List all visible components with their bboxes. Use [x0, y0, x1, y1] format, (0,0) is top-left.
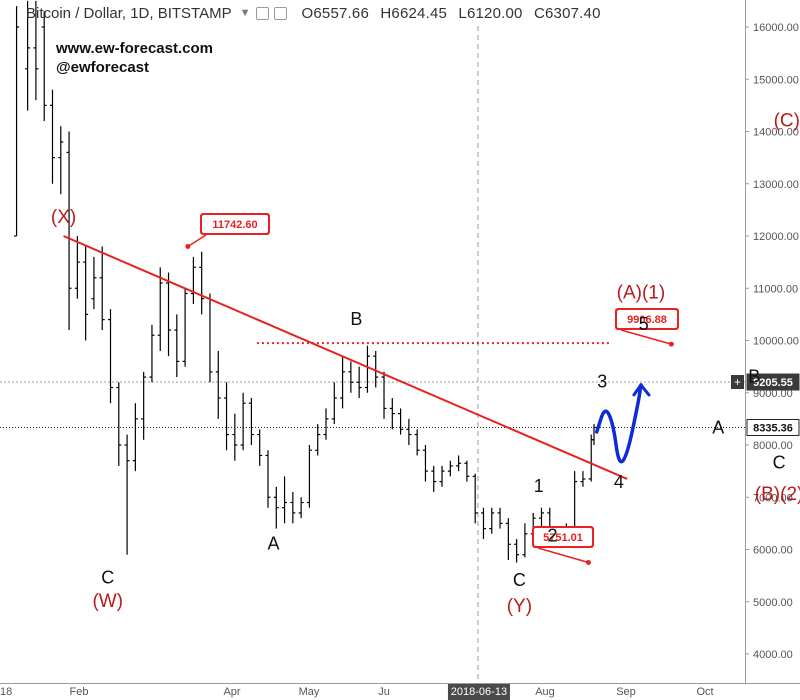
- time-tick-label: Aug: [535, 686, 555, 698]
- wave-label: 3: [597, 372, 607, 392]
- plus-icon-glyph: +: [734, 375, 741, 389]
- wave-label: 4: [614, 472, 624, 492]
- callout-leader: [620, 329, 672, 345]
- callout-badge-inner: [534, 528, 592, 546]
- price-line-label: 9205.55: [753, 377, 793, 389]
- wave-label: (A)(1): [617, 283, 666, 304]
- time-tick-label: Apr: [223, 686, 240, 698]
- chart-header: Bitcoin / Dollar, 1D, BITSTAMP ▼ O6557.6…: [0, 0, 745, 26]
- wave-label: 5: [639, 314, 649, 334]
- crosshair-date-label: 2018-06-13: [451, 686, 507, 698]
- wave-label: A: [712, 418, 724, 438]
- price-line-label: 8335.36: [753, 422, 793, 434]
- settings-icon[interactable]: [273, 6, 287, 20]
- wave-label: (Y): [507, 596, 532, 617]
- price-tick-label: 9000.00: [753, 388, 793, 400]
- price-tick-label: 12000.00: [753, 231, 799, 243]
- time-tick-label: May: [299, 686, 320, 698]
- price-tick-label: 14000.00: [753, 127, 799, 139]
- wave-label: C: [773, 453, 786, 473]
- wave-label: (B)(2): [755, 484, 800, 505]
- callout-badge-inner: [617, 310, 677, 328]
- time-tick-label: Feb: [70, 686, 89, 698]
- callout-label: 11742.60: [212, 219, 257, 231]
- price-callout: 11742.60: [185, 213, 270, 249]
- wave-label: C: [101, 567, 114, 587]
- chevron-down-icon[interactable]: ▼: [239, 7, 251, 19]
- time-tick-label: Oct: [696, 686, 713, 698]
- close-value: C6307.40: [533, 4, 601, 22]
- low-value: L6120.00: [458, 4, 523, 22]
- price-tick-label: 7000.00: [753, 492, 793, 504]
- price-tick-label: 15000.00: [753, 74, 799, 86]
- price-tick-label: 13000.00: [753, 179, 799, 191]
- callout-leader: [187, 234, 207, 248]
- high-value: H6624.45: [380, 4, 448, 22]
- time-tick-label: Ju: [378, 686, 390, 698]
- callout-dot: [585, 560, 591, 566]
- symbol-label[interactable]: Bitcoin / Dollar, 1D, BITSTAMP: [26, 4, 232, 22]
- callout-label: 9906.88: [627, 314, 667, 326]
- callout-dot: [185, 243, 191, 249]
- wave-label: B: [350, 309, 362, 329]
- price-line-badge: [746, 373, 800, 391]
- price-tick-label: 8000.00: [753, 440, 793, 452]
- watermark-handle: @ewforecast: [56, 59, 149, 76]
- wave-label: (X): [51, 207, 76, 228]
- price-tick-label: 6000.00: [753, 545, 793, 557]
- price-axis: 4000.00 5000.00 6000.00 7000.00 8000.00 9000.…: [745, 22, 799, 661]
- price-tick-label: 10000.00: [753, 336, 799, 348]
- eye-icon[interactable]: [255, 6, 269, 20]
- callout-badge-inner: [202, 215, 268, 233]
- price-callout: 9906.88: [615, 308, 679, 347]
- ohlc-readout: O6557.66 H6624.45 L6120.00 C6307.40: [295, 5, 601, 22]
- plus-icon: [731, 375, 744, 390]
- wave-label: (W): [92, 591, 123, 612]
- price-tick-label: 4000.00: [753, 649, 793, 661]
- price-tick-label: 16000.00: [753, 22, 799, 34]
- price-line-badge: [746, 418, 800, 436]
- wave-label: (C)(3): [774, 110, 800, 131]
- wave-label: C: [513, 570, 526, 590]
- crosshair-date-badge: [447, 684, 510, 700]
- projection-path: [594, 383, 643, 464]
- price-tick-label: 5000.00: [753, 597, 793, 609]
- watermark-site: www.ew-forecast.com: [56, 40, 213, 57]
- open-value: O6557.66: [301, 4, 370, 22]
- descending-trendline: [63, 235, 628, 480]
- callout-label: 5751.01: [543, 532, 583, 544]
- price-tick-label: 11000.00: [753, 283, 798, 295]
- projection-arrowhead: [632, 383, 651, 397]
- callout-dot: [668, 341, 674, 347]
- price-callout: 5751.01: [532, 526, 594, 566]
- callout-leader: [537, 547, 589, 564]
- wave-label: B: [748, 366, 760, 386]
- wave-label: 2: [548, 526, 558, 546]
- time-tick-label: Sep: [616, 686, 636, 698]
- corner-year-label: 18: [0, 686, 12, 698]
- wave-label: 1: [534, 476, 544, 496]
- wave-label: A: [268, 534, 280, 554]
